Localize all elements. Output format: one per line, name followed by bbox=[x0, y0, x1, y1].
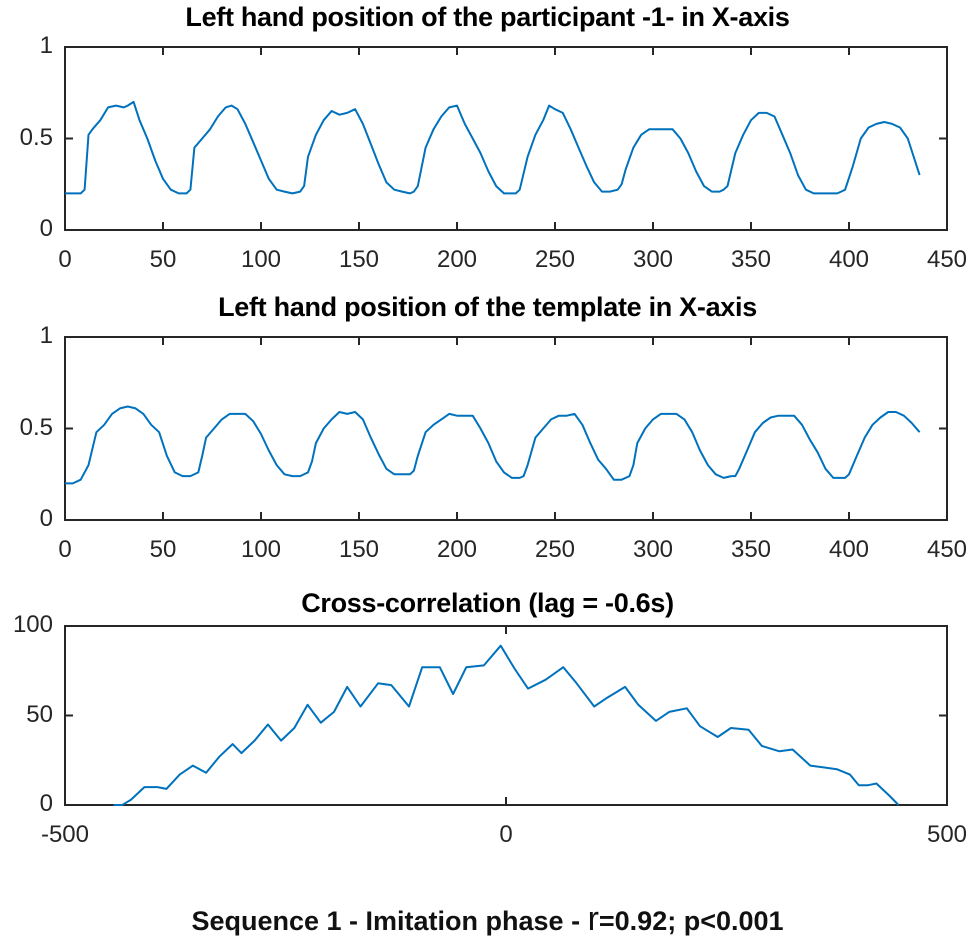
plot2-xtick-label: 300 bbox=[632, 536, 674, 563]
plot2-xtick-label: 450 bbox=[926, 536, 968, 563]
caption-prefix: Sequence 1 - Imitation phase - bbox=[191, 906, 588, 936]
plot2-xtick-label: 400 bbox=[828, 536, 870, 563]
plot1-xtick-label: 250 bbox=[534, 246, 576, 273]
plot2-xtick-label: 150 bbox=[338, 536, 380, 563]
plot3-ytick-label: 0 bbox=[39, 790, 53, 817]
plot1-xtick-label: 400 bbox=[828, 246, 870, 273]
figure-caption: Sequence 1 - Imitation phase - r=0.92; p… bbox=[0, 900, 975, 939]
plot1-axes bbox=[64, 46, 948, 231]
plot2-ytick-label: 0.5 bbox=[19, 413, 53, 441]
plot1-xtick-label: 300 bbox=[632, 246, 674, 273]
caption-stats: =0.92; p<0.001 bbox=[598, 906, 784, 936]
plot1-xtick-label: 450 bbox=[926, 246, 968, 273]
plot1-xtick-label: 200 bbox=[436, 246, 478, 273]
plot2-xtick-label: 50 bbox=[149, 536, 177, 563]
plot1-xtick-label: 150 bbox=[338, 246, 380, 273]
plot1-ytick-label: 1 bbox=[39, 32, 53, 59]
plot1-xtick-label: 0 bbox=[58, 246, 72, 273]
plot2-axes bbox=[64, 336, 948, 521]
plot3-line bbox=[113, 644, 900, 806]
plot3-xtick-label: 500 bbox=[926, 821, 968, 848]
plot2-ytick-label: 1 bbox=[39, 322, 53, 349]
caption-r-symbol: r bbox=[587, 900, 599, 938]
plot1-frame bbox=[64, 46, 948, 231]
plot1-xtick-label: 350 bbox=[730, 246, 772, 273]
plot3-xtick-label: -500 bbox=[40, 821, 90, 848]
plot2-title: Left hand position of the template in X-… bbox=[218, 292, 757, 322]
plot3-xtick-label: 0 bbox=[499, 821, 513, 848]
plot3-axes bbox=[64, 625, 948, 806]
plot2-ytick-label: 0 bbox=[39, 505, 53, 532]
plot2-xtick-label: 0 bbox=[58, 536, 72, 563]
plot1-line bbox=[65, 100, 921, 195]
plot1-xtick-label: 100 bbox=[240, 246, 282, 273]
plot1-ytick-label: 0 bbox=[39, 215, 53, 242]
plot2-xtick-label: 100 bbox=[240, 536, 282, 563]
plot2-xtick-label: 250 bbox=[534, 536, 576, 563]
plot2-xtick-label: 200 bbox=[436, 536, 478, 563]
plot1-ytick-label: 0.5 bbox=[19, 123, 53, 151]
plot1-title: Left hand position of the participant -1… bbox=[185, 2, 790, 32]
plot2-xtick-label: 350 bbox=[730, 536, 772, 563]
plot2-line bbox=[65, 405, 921, 485]
plot1-xtick-label: 50 bbox=[149, 246, 177, 273]
plot3-ytick-label: 100 bbox=[12, 611, 53, 638]
plot2-frame bbox=[64, 336, 948, 521]
plot3-ytick-label: 50 bbox=[26, 700, 53, 728]
plot3-title: Cross-correlation (lag = -0.6s) bbox=[301, 588, 674, 618]
